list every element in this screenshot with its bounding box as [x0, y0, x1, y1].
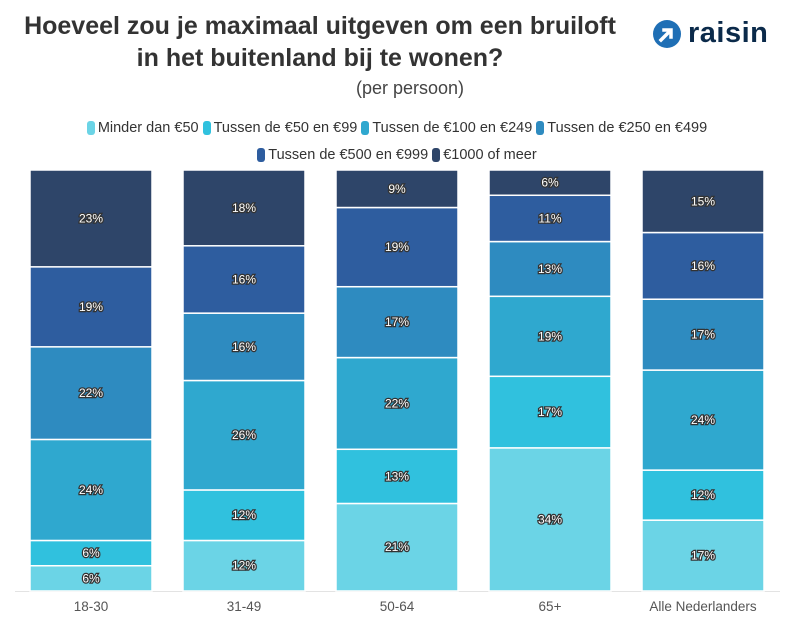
legend-label: Tussen de €500 en €999 [268, 147, 429, 163]
legend-swatch [361, 121, 370, 135]
legend-item[interactable]: Minder dan €50 [86, 116, 199, 140]
data-label: 13% [385, 469, 409, 483]
bar-segment[interactable] [182, 539, 306, 592]
bar-segment[interactable] [29, 346, 153, 441]
data-label: 12% [232, 559, 256, 573]
legend-item[interactable]: Tussen de €100 en €249 [361, 116, 532, 140]
data-label: 26% [232, 428, 256, 442]
bar-segment[interactable] [182, 489, 306, 542]
data-label: 34% [538, 512, 562, 526]
bar-segment[interactable] [488, 447, 612, 592]
legend-swatch [86, 121, 95, 135]
legend-label: €1000 of meer [443, 147, 537, 163]
arrow-circle-icon [653, 19, 681, 48]
bar-segment[interactable] [641, 169, 765, 234]
legend-swatch [202, 121, 211, 135]
bar-segment[interactable] [182, 245, 306, 314]
bar-segment[interactable] [641, 519, 765, 592]
data-label: 6% [82, 546, 100, 560]
bar-segment[interactable] [488, 295, 612, 378]
legend-item[interactable]: Tussen de €50 en €99 [202, 116, 358, 140]
legend-label: Tussen de €50 en €99 [213, 120, 358, 136]
bar-segment[interactable] [641, 369, 765, 471]
x-tick-label: 50-64 [380, 599, 415, 614]
bar-segment[interactable] [29, 266, 153, 348]
chart-title: Hoeveel zou je maximaal uitgeven om een … [24, 12, 616, 72]
legend-item[interactable]: Tussen de €500 en €999 [257, 143, 428, 167]
data-label: 24% [79, 483, 103, 497]
data-label: 12% [232, 508, 256, 522]
data-label: 12% [691, 488, 715, 502]
legend-label: Tussen de €250 en €499 [547, 120, 708, 136]
data-label: 19% [385, 240, 409, 254]
data-label: 18% [232, 201, 256, 215]
legend-swatch [536, 121, 545, 135]
logo-text: raisin [688, 17, 769, 49]
data-label: 17% [691, 328, 715, 342]
data-label: 11% [538, 211, 561, 225]
data-label: 15% [691, 194, 715, 208]
x-tick-label: 65+ [539, 599, 562, 614]
data-label: 22% [385, 396, 409, 410]
legend-label: Minder dan €50 [97, 120, 199, 136]
legend: Minder dan €50 Tussen de €50 en €99 Tussen… [20, 116, 774, 170]
data-label: 16% [232, 272, 256, 286]
bar-segment[interactable] [335, 502, 459, 592]
data-label: 17% [385, 315, 409, 329]
chart-subtitle: (per persoon) [355, 78, 465, 98]
data-label: 23% [79, 211, 103, 225]
bar-segment[interactable] [641, 298, 765, 371]
legend-swatch [432, 148, 441, 162]
bar-segment[interactable] [488, 375, 612, 449]
bar-segment[interactable] [182, 312, 306, 382]
x-tick-label: 31-49 [227, 599, 262, 614]
legend-item[interactable]: Tussen de €250 en €499 [536, 116, 707, 140]
data-label: 17% [691, 549, 715, 563]
bar-segment[interactable] [335, 285, 459, 359]
bar-segment[interactable] [29, 539, 153, 567]
x-tick-label: 18-30 [74, 599, 109, 614]
data-label: 17% [538, 405, 562, 419]
bar-segment[interactable] [488, 240, 612, 298]
data-label: 9% [388, 182, 406, 196]
bar-segment[interactable] [335, 356, 459, 451]
legend-item[interactable]: €1000 of meer [432, 143, 537, 167]
data-label: 24% [691, 413, 715, 427]
data-label: 6% [82, 571, 100, 585]
data-label: 22% [79, 386, 103, 400]
bar-segment[interactable] [182, 169, 306, 247]
bar-segment[interactable] [488, 169, 612, 197]
legend-swatch [257, 148, 266, 162]
data-label: 6% [541, 176, 559, 190]
bar-segment[interactable] [29, 169, 153, 268]
data-label: 19% [538, 329, 562, 343]
bar-segment[interactable] [182, 379, 306, 491]
data-label: 21% [385, 540, 409, 554]
data-label: 13% [538, 262, 562, 276]
bar-segment[interactable] [29, 564, 153, 592]
bar-segment[interactable] [335, 169, 459, 209]
raisin-logo: raisin [652, 17, 768, 50]
data-label: 16% [232, 340, 256, 354]
data-label: 16% [691, 259, 715, 273]
legend-label: Tussen de €100 en €249 [372, 120, 533, 136]
bar-segment[interactable] [641, 231, 765, 300]
x-tick-label: Alle Nederlanders [649, 599, 757, 614]
data-label: 19% [79, 300, 103, 314]
